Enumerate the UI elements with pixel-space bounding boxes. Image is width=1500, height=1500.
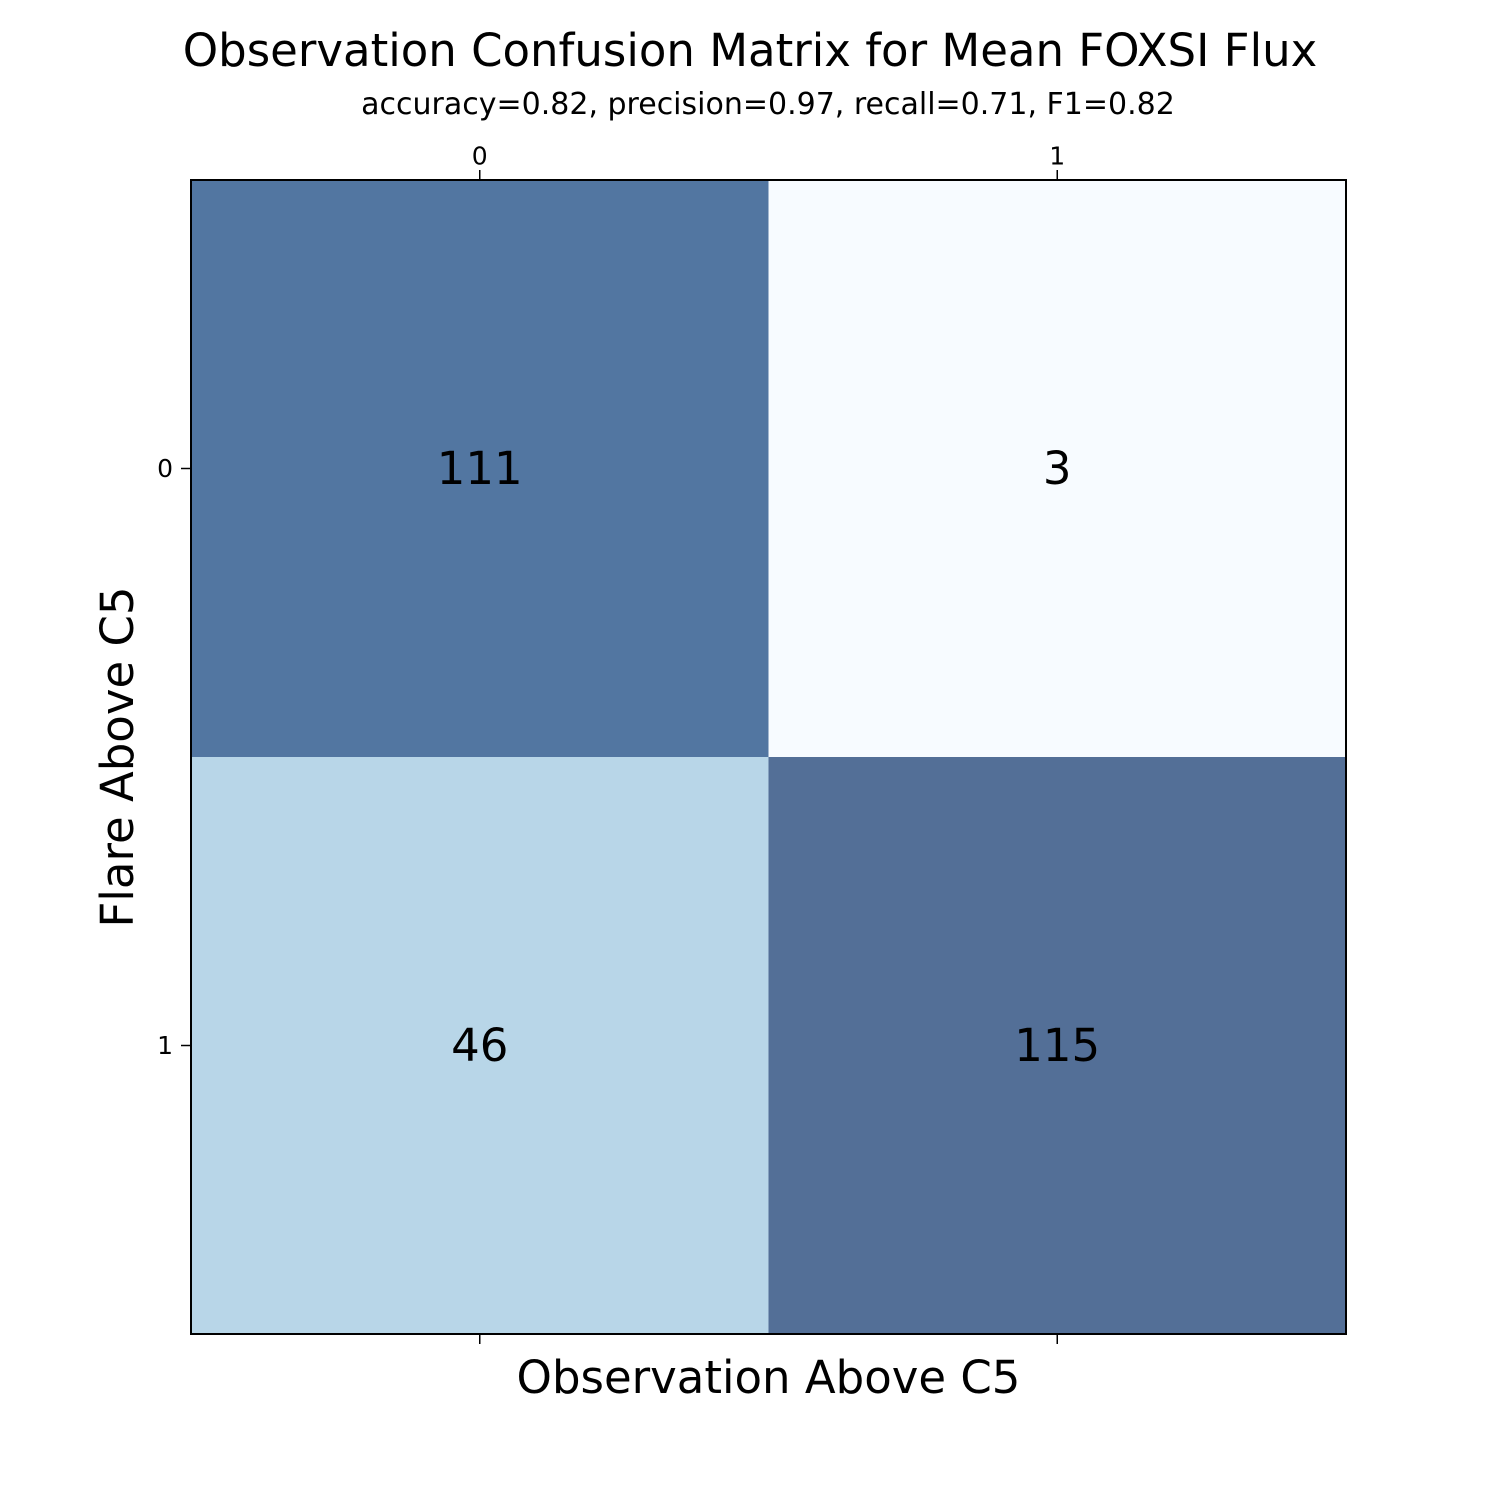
x-tick-label: 1 bbox=[1049, 142, 1065, 171]
matrix-cell-1-1 bbox=[768, 757, 1346, 1334]
matrix-cell-0-0 bbox=[191, 180, 769, 757]
plot-frame bbox=[190, 179, 1347, 1335]
chart-subtitle: accuracy=0.82, precision=0.97, recall=0.… bbox=[361, 87, 1175, 122]
y-axis-label: Flare Above C5 bbox=[91, 586, 144, 928]
matrix-cell-0-1 bbox=[768, 180, 1346, 757]
cell-value-label: 111 bbox=[437, 442, 523, 495]
y-tick-label: 1 bbox=[157, 1031, 173, 1060]
cell-value-label: 3 bbox=[1043, 442, 1072, 495]
matrix-cell-1-0 bbox=[191, 757, 769, 1334]
y-tick-label: 0 bbox=[157, 454, 173, 483]
x-axis-label: Observation Above C5 bbox=[516, 1351, 1021, 1404]
chart-title: Observation Confusion Matrix for Mean FO… bbox=[182, 24, 1318, 77]
cell-value-label: 46 bbox=[451, 1019, 508, 1072]
cell-value-label: 115 bbox=[1014, 1019, 1100, 1072]
x-tick-label: 0 bbox=[472, 142, 488, 171]
